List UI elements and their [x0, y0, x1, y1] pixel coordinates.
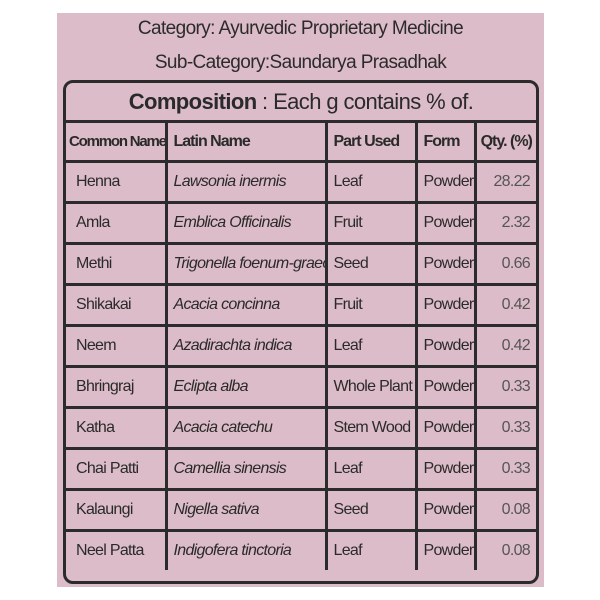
table-row: Amla Emblica Officinalis Fruit Powder 2.32 [66, 201, 536, 245]
composition-table: Common Name Latin Name Part Used Form Qt… [66, 123, 536, 570]
cell-common-name: Methi [66, 242, 168, 286]
category-text: Category: Ayurvedic Proprietary Medicine [137, 18, 464, 39]
table-row: Bhringraj Eclipta alba Whole Plant Powder 0.… [66, 365, 536, 409]
cell-form: Powder [414, 529, 477, 570]
column-header-latin-name: Latin Name [164, 123, 328, 163]
label-panel: Category: Ayurvedic Proprietary Medicine… [57, 13, 544, 587]
cell-part-used: Fruit [324, 283, 418, 327]
table-row: Chai Patti Camellia sinensis Leaf Powder 0.3… [66, 447, 536, 491]
cell-qty: 0.08 [473, 529, 536, 570]
column-header-part-used: Part Used [324, 123, 418, 163]
cell-part-used: Fruit [324, 201, 418, 245]
column-header-form: Form [414, 123, 477, 163]
cell-common-name: Neel Patta [66, 529, 168, 570]
cell-form: Powder [414, 488, 477, 532]
cell-latin-name: Trigonella foenum-graecum [164, 242, 328, 286]
cell-common-name: Chai Patti [66, 447, 168, 491]
cell-latin-name: Indigofera tinctoria [164, 529, 328, 570]
cell-common-name: Bhringraj [66, 365, 168, 409]
table-row: Henna Lawsonia inermis Leaf Powder 28.22 [66, 160, 536, 204]
cell-part-used: Leaf [324, 529, 418, 570]
cell-latin-name: Eclipta alba [164, 365, 328, 409]
cell-common-name: Neem [66, 324, 168, 368]
cell-part-used: Seed [324, 242, 418, 286]
cell-part-used: Seed [324, 488, 418, 532]
cell-latin-name: Acacia concinna [164, 283, 328, 327]
cell-latin-name: Lawsonia inermis [164, 160, 328, 204]
table-row: Neel Patta Indigofera tinctoria Leaf Powder… [66, 529, 536, 570]
cell-common-name: Shikakai [66, 283, 168, 327]
composition-title-rest: : Each g contains % of. [256, 89, 474, 114]
cell-qty: 28.22 [473, 160, 536, 204]
cell-common-name: Katha [66, 406, 168, 450]
cell-qty: 0.33 [473, 447, 536, 491]
cell-latin-name: Emblica Officinalis [164, 201, 328, 245]
cell-form: Powder [414, 406, 477, 450]
table-row: Shikakai Acacia concinna Fruit Powder 0.42 [66, 283, 536, 327]
cell-latin-name: Nigella sativa [164, 488, 328, 532]
cell-latin-name: Camellia sinensis [164, 447, 328, 491]
cell-part-used: Leaf [324, 160, 418, 204]
cell-part-used: Whole Plant [324, 365, 418, 409]
column-header-common-name: Common Name [66, 123, 168, 163]
table-row: Neem Azadirachta indica Leaf Powder 0.42 [66, 324, 536, 368]
cell-latin-name: Acacia catechu [164, 406, 328, 450]
cell-form: Powder [414, 365, 477, 409]
cell-qty: 2.32 [473, 201, 536, 245]
cell-common-name: Kalaungi [66, 488, 168, 532]
cell-qty: 0.66 [473, 242, 536, 286]
cell-form: Powder [414, 324, 477, 368]
cell-qty: 0.42 [473, 324, 536, 368]
cell-common-name: Amla [66, 201, 168, 245]
composition-title: Composition : Each g contains % of. [66, 83, 536, 123]
cell-part-used: Stem Wood [324, 406, 418, 450]
cell-common-name: Henna [66, 160, 168, 204]
cell-qty: 0.08 [473, 488, 536, 532]
cell-qty: 0.42 [473, 283, 536, 327]
table-header-row: Common Name Latin Name Part Used Form Qt… [66, 123, 536, 163]
column-header-qty: Qty. (%) [473, 123, 536, 163]
composition-box: Composition : Each g contains % of. Comm… [63, 80, 539, 584]
cell-form: Powder [414, 242, 477, 286]
cell-latin-name: Azadirachta indica [164, 324, 328, 368]
cell-qty: 0.33 [473, 406, 536, 450]
cell-form: Powder [414, 447, 477, 491]
table-row: Katha Acacia catechu Stem Wood Powder 0.33 [66, 406, 536, 450]
cell-qty: 0.33 [473, 365, 536, 409]
table-row: Kalaungi Nigella sativa Seed Powder 0.08 [66, 488, 536, 532]
cell-form: Powder [414, 283, 477, 327]
cell-part-used: Leaf [324, 324, 418, 368]
cell-form: Powder [414, 201, 477, 245]
composition-title-bold: Composition [128, 89, 257, 114]
sub-category-text: Sub-Category:Saundarya Prasadhak [154, 52, 447, 73]
cell-part-used: Leaf [324, 447, 418, 491]
cell-form: Powder [414, 160, 477, 204]
